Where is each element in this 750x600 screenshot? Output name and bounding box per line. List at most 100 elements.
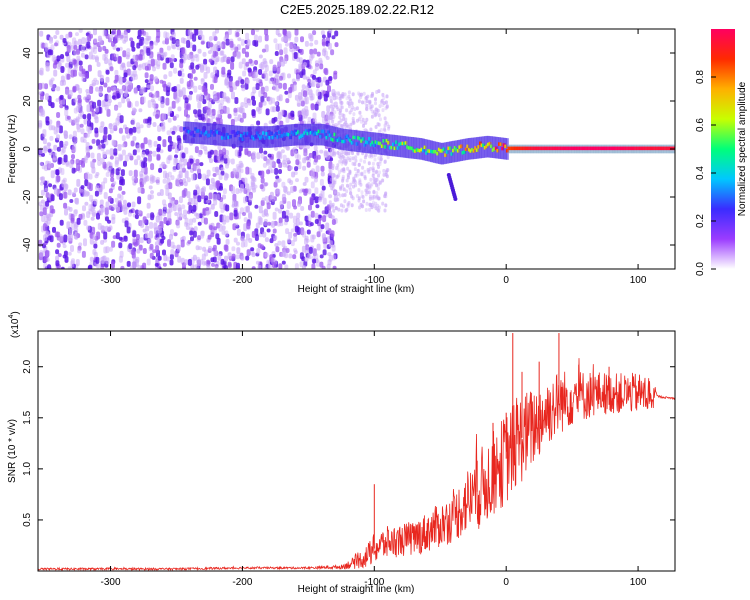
spectrogram-noise-cell bbox=[57, 253, 62, 258]
spectrogram-noise-cell bbox=[118, 185, 123, 191]
spectrogram-noise-cell bbox=[73, 233, 78, 240]
spectrogram-noise-cell bbox=[294, 94, 299, 101]
spectrogram-noise-cell bbox=[105, 201, 110, 209]
spectrogram-noise-cell bbox=[298, 189, 303, 194]
spectrogram-noise-cell bbox=[162, 199, 167, 206]
spectrogram-noise-cell bbox=[104, 207, 109, 216]
spectrogram-noise-cell bbox=[79, 123, 84, 128]
spectrogram-track-halo bbox=[414, 137, 418, 159]
spectrogram-track-cell bbox=[243, 131, 247, 136]
spectrogram-track-cell bbox=[235, 131, 239, 136]
spectrogram-noise-cell bbox=[132, 237, 137, 243]
spectrogram-noise-cell bbox=[238, 61, 243, 69]
spectrogram-noise-cell bbox=[302, 182, 307, 186]
spectrogram-noise-cell bbox=[370, 93, 374, 98]
spectrogram-noise-cell bbox=[325, 79, 330, 86]
spectrogram-track-cell bbox=[577, 146, 581, 151]
spectrogram-track-cell bbox=[287, 132, 291, 137]
spectrogram-noise-cell bbox=[201, 186, 206, 193]
spectrogram-noise-cell bbox=[69, 59, 74, 65]
spectrogram-track-cell bbox=[225, 132, 229, 137]
spectrogram-noise-cell bbox=[148, 185, 153, 190]
spectrogram-track-cell bbox=[531, 146, 535, 151]
spectrogram-noise-cell bbox=[361, 100, 364, 105]
spectrogram-noise-cell bbox=[310, 171, 315, 179]
spectrogram-track-cell bbox=[379, 141, 383, 146]
spectrogram-track-halo bbox=[195, 122, 199, 144]
spectrogram-noise-cell bbox=[175, 219, 180, 226]
spectrogram-noise-cell bbox=[274, 51, 279, 56]
spectrogram-track-cell bbox=[442, 147, 446, 151]
spectrogram-heatmap bbox=[38, 29, 675, 269]
spectrogram-noise-cell bbox=[126, 133, 131, 139]
spectrogram-noise-cell bbox=[294, 29, 299, 36]
spectrogram-noise-cell bbox=[363, 176, 367, 181]
spectrogram-noise-cell bbox=[318, 197, 323, 203]
spectrogram-track-cell bbox=[547, 146, 551, 151]
spectrogram-track-halo bbox=[488, 136, 492, 158]
spectrogram-noise-cell bbox=[321, 185, 326, 191]
spectrogram-noise-cell bbox=[294, 36, 299, 43]
spectrogram-noise-cell bbox=[257, 215, 262, 224]
spectrogram-track-cell bbox=[637, 146, 641, 151]
spectrogram-noise-cell bbox=[356, 168, 360, 173]
spectrogram-track-cell bbox=[556, 146, 560, 151]
spectrogram-track-cell bbox=[581, 146, 585, 151]
spectrogram-noise-cell bbox=[344, 117, 348, 122]
snr-frame bbox=[37, 330, 676, 572]
spectrogram-track-halo bbox=[398, 135, 402, 158]
spectrogram-noise-cell bbox=[167, 144, 172, 152]
spectrogram-noise-cell bbox=[59, 34, 64, 40]
spectrogram-noise-cell bbox=[241, 58, 246, 65]
spectrogram-noise-cell bbox=[174, 148, 179, 154]
spectrogram-noise-cell bbox=[292, 146, 297, 154]
spectrogram-track-cell bbox=[483, 146, 487, 150]
spectrogram-noise-cell bbox=[300, 206, 305, 211]
spectrogram-noise-cell bbox=[355, 106, 359, 111]
spectrogram-noise-cell bbox=[341, 178, 345, 183]
spectrogram-track-cell bbox=[561, 146, 565, 151]
spectrogram-noise-cell bbox=[322, 215, 327, 223]
spectrogram-noise-cell bbox=[349, 98, 353, 103]
spectrogram-noise-cell bbox=[128, 127, 133, 134]
spectrogram-noise-cell bbox=[136, 155, 141, 161]
spectrogram-noise-cell bbox=[263, 209, 268, 216]
spectrogram-track-cell bbox=[605, 146, 609, 151]
spectrogram-noise-cell bbox=[121, 190, 126, 195]
spectrogram-track-cell bbox=[542, 146, 546, 151]
spectrogram-noise-cell bbox=[74, 197, 79, 204]
spectrogram-noise-cell bbox=[71, 167, 76, 174]
spectrogram-noise-cell bbox=[243, 217, 248, 223]
spectrogram-noise-cell bbox=[256, 247, 261, 254]
snr-panel: -300 -200 -100 0 100 0.51.01.52.0 Height of … bbox=[7, 311, 676, 595]
spectrogram-noise-cell bbox=[63, 154, 68, 163]
spectrogram-noise-cell bbox=[72, 85, 77, 92]
spectrogram-noise-cell bbox=[267, 221, 272, 226]
spectrogram-track-cell bbox=[589, 146, 593, 151]
spectrogram-noise-cell bbox=[47, 49, 52, 56]
spectrogram-noise-cell bbox=[57, 157, 62, 163]
spectrogram-noise-cell bbox=[99, 199, 104, 206]
spectrogram-noise-cell bbox=[230, 56, 235, 63]
spectrogram-noise-cell bbox=[282, 249, 287, 257]
spectrogram-noise-cell bbox=[304, 188, 309, 194]
spectrogram-noise-cell bbox=[61, 146, 66, 153]
spectrogram-noise-cell bbox=[351, 105, 355, 110]
spectrogram-track-cell bbox=[505, 149, 509, 153]
spectrogram-track-cell bbox=[392, 142, 395, 147]
spectrogram-noise-cell bbox=[44, 215, 49, 222]
spectrogram-noise-cell bbox=[343, 199, 347, 204]
spectrogram-noise-cell bbox=[87, 119, 91, 127]
spectrogram-noise-cell bbox=[286, 191, 291, 196]
spectrogram-noise-cell bbox=[91, 79, 96, 86]
spectrogram-track-halo bbox=[425, 139, 429, 161]
spectrogram-track-cell bbox=[653, 146, 657, 151]
spectrogram-noise-cell bbox=[253, 70, 258, 79]
x-tick-label: 0 bbox=[503, 275, 509, 286]
spectrogram-track-halo bbox=[380, 133, 384, 155]
spectrogram-noise-cell bbox=[194, 146, 199, 154]
spectrogram-noise-cell bbox=[206, 169, 211, 177]
spectrogram-noise-cell bbox=[340, 159, 344, 164]
spectrogram-noise-cell bbox=[228, 80, 233, 88]
spectrogram-noise-cell bbox=[313, 155, 318, 163]
